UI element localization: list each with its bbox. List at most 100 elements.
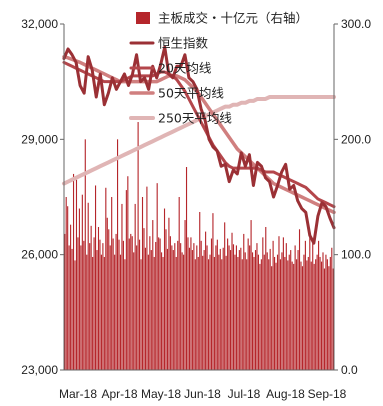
turnover-bar: [105, 187, 107, 370]
turnover-bar: [274, 256, 276, 370]
turnover-bar: [243, 233, 245, 370]
turnover-bar: [84, 139, 86, 370]
turnover-bar: [203, 250, 205, 370]
turnover-bar: [260, 259, 262, 370]
turnover-bar: [131, 236, 133, 370]
turnover-bar: [241, 259, 243, 370]
turnover-bar: [146, 186, 148, 370]
turnover-bar: [71, 248, 73, 370]
turnover-bar: [137, 122, 139, 370]
turnover-bar: [111, 197, 113, 370]
turnover-bar: [78, 208, 80, 370]
turnover-bar: [174, 243, 176, 370]
right-tick-label: 300.0: [341, 17, 371, 31]
turnover-bar: [304, 240, 306, 370]
turnover-bar: [207, 259, 210, 370]
turnover-bar: [97, 226, 100, 370]
turnover-bar: [122, 240, 124, 370]
turnover-bar: [215, 245, 217, 370]
left-tick-label: 26,000: [21, 248, 58, 262]
hsi-line: [62, 45, 336, 245]
right-tick-label: 100.0: [341, 248, 371, 262]
turnover-bar: [279, 259, 281, 370]
turnover-bar: [212, 213, 214, 370]
turnover-bar: [178, 197, 180, 370]
turnover-bar: [128, 238, 130, 370]
turnover-bar: [224, 222, 226, 370]
turnover-bar: [222, 247, 224, 370]
turnover-bar: [161, 252, 163, 370]
x-tick-label: Apr-18: [101, 387, 137, 401]
turnover-bar: [130, 233, 132, 370]
turnover-bar: [225, 255, 227, 370]
legend: 主板成交・十亿元（右轴） 恒生指数 20天均线 50天平均线 250天平均线: [129, 11, 308, 126]
axes-layer: 23,000 26,000 29,000 32,000 0.0 100.0 200.0 300…: [21, 17, 371, 401]
turnover-bar: [229, 250, 232, 370]
turnover-bar: [301, 266, 304, 370]
turnover-bar: [298, 229, 301, 370]
turnover-bar: [158, 237, 160, 370]
turnover-bar: [257, 254, 259, 370]
turnover-bar: [74, 260, 76, 370]
turnover-bar: [153, 256, 155, 370]
turnover-bar: [234, 254, 236, 370]
turnover-bar: [196, 245, 198, 370]
turnover-bar: [272, 240, 274, 370]
turnover-bar: [199, 211, 201, 370]
x-tick-label: Jul-18: [228, 387, 261, 401]
turnover-bar: [141, 197, 144, 370]
right-tick-label: 0.0: [341, 363, 358, 377]
turnover-bar: [187, 237, 189, 370]
turnover-bar: [166, 248, 169, 370]
turnover-bar: [117, 139, 119, 370]
turnover-bar: [103, 256, 105, 370]
turnover-bar: [276, 254, 279, 370]
turnover-bar: [249, 245, 251, 370]
turnover-bar: [89, 243, 91, 370]
turnover-bar: [291, 261, 293, 370]
turnover-bar: [271, 266, 273, 370]
turnover-bar: [94, 185, 97, 370]
right-tick-label: 200.0: [341, 132, 371, 146]
turnover-bar: [80, 245, 82, 370]
turnover-bar: [81, 194, 83, 370]
turnover-bar: [263, 254, 265, 370]
turnover-bar: [171, 245, 173, 370]
turnover-bar: [323, 268, 326, 370]
turnover-bar: [102, 243, 104, 370]
turnover-bar: [159, 238, 161, 370]
turnover-bar: [65, 197, 67, 370]
turnover-bar: [219, 248, 221, 370]
turnover-bar: [72, 173, 75, 370]
turnover-bar: [238, 250, 240, 370]
legend-label: 主板成交・十亿元（右轴）: [158, 11, 308, 26]
legend-label: 恒生指数: [158, 36, 209, 51]
turnover-bar: [162, 256, 164, 370]
turnover-bar: [140, 259, 142, 370]
turnover-bar: [278, 236, 280, 370]
turnover-bar: [328, 266, 330, 370]
turnover-bar: [152, 220, 154, 370]
turnover-bar: [300, 261, 302, 370]
turnover-bar: [247, 238, 249, 370]
turnover-bar: [303, 254, 305, 370]
turnover-bar: [150, 250, 152, 370]
turnover-bar: [237, 256, 239, 370]
turnover-bar: [143, 228, 145, 370]
turnover-bar: [96, 250, 98, 370]
turnover-bar: [331, 247, 333, 370]
turnover-bar: [99, 239, 101, 370]
turnover-bar: [202, 255, 204, 370]
turnover-bar: [275, 262, 277, 370]
turnover-bar: [125, 190, 127, 370]
turnover-bar: [293, 263, 295, 370]
turnover-bar: [250, 220, 252, 370]
turnover-bar: [285, 243, 287, 370]
legend-label: 20天均线: [158, 61, 212, 76]
turnover-bar: [87, 202, 89, 370]
turnover-bar: [67, 206, 69, 370]
turnover-bar: [287, 260, 289, 370]
legend-label: 250天平均线: [158, 111, 232, 126]
turnover-bar: [197, 256, 199, 370]
turnover-bar: [190, 237, 192, 370]
